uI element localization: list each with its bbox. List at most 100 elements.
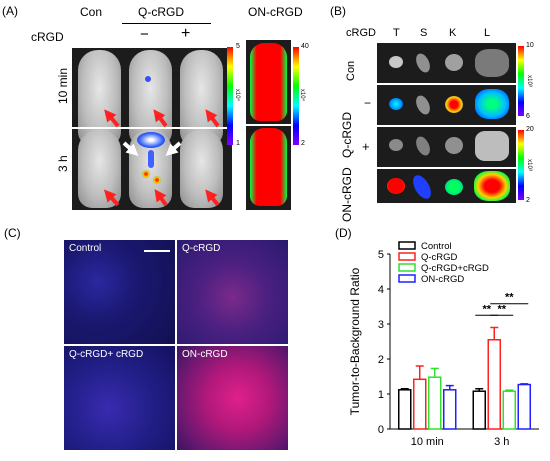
micrograph-label: ON-cRGD: [182, 349, 228, 360]
liver-organ: [475, 49, 509, 77]
row-3h-label: 3 h: [56, 155, 70, 172]
bar: [487, 339, 501, 430]
spleen-organ: [413, 93, 433, 117]
kidney-organ: [445, 179, 463, 195]
panel-d-label: (D): [335, 226, 352, 240]
row-divider: [377, 83, 516, 85]
divider: [246, 124, 291, 126]
y-tick-label: 5: [378, 249, 384, 261]
abdomen-signal: [148, 150, 154, 168]
bar: [398, 389, 412, 430]
spleen-organ: [413, 134, 433, 158]
y-tick-label: 2: [378, 354, 384, 366]
tumor-arrow: [154, 189, 168, 207]
col-on-crgd-label: ON-cRGD: [248, 5, 303, 19]
bar: [428, 376, 442, 430]
kidney-organ: [445, 54, 463, 71]
liver-organ: [475, 89, 509, 119]
y-tick-label: 1: [378, 389, 384, 401]
row-q-crgd-label: Q-cRGD: [340, 112, 354, 158]
organ-label: K: [449, 27, 457, 39]
micrograph-q-crgd: Q-cRGD: [177, 240, 288, 344]
on-crgd-mouse-10min: [250, 43, 287, 121]
micrograph-label: Control: [69, 243, 102, 254]
row-10min-label: 10 min: [56, 67, 70, 104]
legend-label: Control: [421, 241, 452, 252]
mouse-q-3h: [129, 130, 172, 208]
colorbar-min: 2: [301, 140, 305, 147]
colorbar-min: 6: [526, 113, 530, 120]
legend-swatch: [398, 241, 416, 250]
colorbar-max: 40: [301, 43, 309, 50]
colorbar-min: 1: [236, 140, 240, 147]
scale-bar: [144, 250, 170, 252]
row-crgd-label: cRGD: [31, 30, 64, 44]
row-divider: [377, 125, 516, 127]
colorbar-on-crgd: [293, 47, 299, 145]
x-tick-label: 10 min: [411, 436, 444, 448]
significance-label: **: [505, 292, 514, 304]
colorbar-max: 10: [526, 42, 534, 49]
legend-label: ON-cRGD: [421, 274, 464, 285]
row-con-label: Con: [345, 60, 357, 81]
kidney-signal-left: [142, 170, 150, 178]
liver-organ: [475, 131, 509, 161]
micrograph-q-crgd-plus-crgd: Q-cRGD+ cRGD: [64, 346, 175, 450]
tumor-arrow: [153, 109, 168, 128]
q-crgd-underline: [122, 23, 211, 24]
colorbar-exponent: x10³: [525, 75, 532, 87]
liver-signal: [137, 132, 165, 148]
tbr-bar-chart: 0 1 2 3 4 5 Tumor-to-Background Ratio 10 min 3 h…: [348, 241, 539, 448]
colorbar-exponent: x10⁴: [234, 88, 241, 102]
tumor-arrow: [103, 189, 120, 207]
kidney-signal-right: [153, 176, 161, 184]
panel-c-label: (C): [4, 226, 21, 240]
arrow-overlay: [103, 109, 220, 207]
col-con-label: Con: [80, 5, 103, 19]
y-tick-label: 3: [378, 319, 384, 331]
colorbar-exponent: x10⁴: [299, 88, 306, 102]
bar: [472, 390, 486, 430]
micrograph-control: Control: [64, 240, 175, 344]
colorbar-organs-2: [518, 130, 524, 200]
row-divider: [377, 167, 516, 169]
organ-label: S: [420, 27, 428, 39]
micrograph-label: Q-cRGD+ cRGD: [69, 349, 144, 360]
x-tick-label: 3 h: [494, 436, 509, 448]
tumor-organ: [389, 98, 403, 110]
significance-label: **: [482, 303, 491, 315]
on-crgd-mouse-3h: [250, 128, 287, 206]
colorbar-q-crgd: [227, 47, 233, 145]
y-tick-label: 0: [378, 424, 384, 436]
legend-swatch: [398, 252, 416, 261]
signal-spot: [145, 76, 151, 82]
spleen-organ: [413, 51, 433, 75]
col-q-crgd-label: Q-cRGD: [138, 5, 184, 19]
organ-label: L: [484, 27, 491, 39]
colorbar-min: 2: [526, 197, 530, 204]
kidney-organ: [445, 96, 463, 113]
colorbar-organs-1: [518, 46, 524, 116]
mouse-imaging-panel: [72, 48, 232, 210]
tumor-arrow: [104, 109, 120, 128]
panel-b-label: (B): [330, 4, 346, 18]
row-on-crgd-label: ON-cRGD: [340, 167, 354, 222]
liver-organ: [474, 171, 510, 201]
legend-label: Q-cRGD: [421, 252, 458, 263]
panel-a-label: (A): [2, 4, 18, 18]
on-crgd-imaging-panel: [246, 40, 291, 210]
legend-swatch: [398, 263, 416, 272]
bar: [413, 378, 427, 430]
kidney-arrow: [165, 141, 182, 157]
organ-imaging-panel: [377, 43, 516, 203]
tumor-organ: [389, 56, 403, 68]
colorbar-max: 5: [236, 43, 240, 50]
tumor-arrow: [205, 189, 220, 207]
significance-label: **: [497, 303, 506, 315]
col-crgd-label: cRGD: [346, 27, 376, 39]
kidney-arrow: [122, 141, 139, 157]
tumor-organ: [389, 139, 403, 151]
crgd-minus: −: [140, 26, 149, 43]
bar: [502, 390, 516, 430]
colorbar-max: 20: [526, 126, 534, 133]
